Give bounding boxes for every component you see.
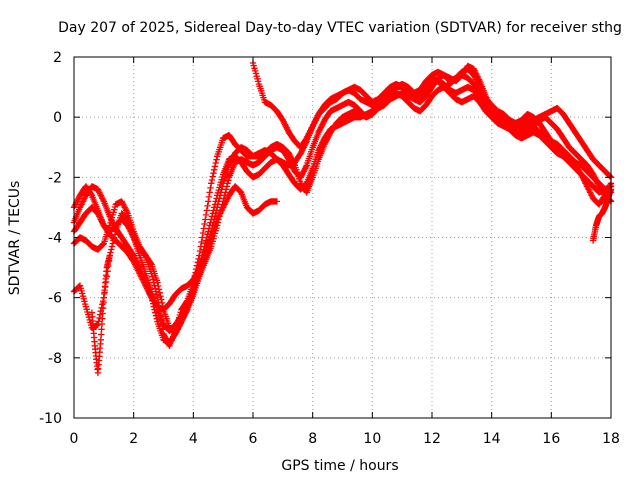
x-tick-label: 18 [602,431,620,447]
axis-ticks [73,56,612,419]
series-day-2 [70,71,615,349]
chart-title: Day 207 of 2025, Sidereal Day-to-day VTE… [58,20,622,36]
y-tick-label: -4 [48,231,62,247]
x-tick-label: 2 [129,431,138,447]
y-tick-label: 2 [53,50,62,66]
x-tick-label: 4 [189,431,198,447]
grid-lines [74,57,611,418]
data-point-markers [70,71,615,349]
data-point-markers [88,252,113,377]
y-tick-label: -8 [48,351,62,367]
data-series-group [70,59,615,377]
x-tick-label: 8 [308,431,317,447]
x-axis-label: GPS time / hours [281,458,398,474]
x-tick-label: 10 [363,431,381,447]
x-tick-label: 16 [542,431,560,447]
series-day-7 [589,186,615,244]
y-tick-label: 0 [53,110,62,126]
y-tick-label: -10 [39,411,62,427]
x-tick-label: 6 [249,431,258,447]
x-tick-label: 14 [483,431,501,447]
y-axis-label: SDTVAR / TECUs [7,181,23,296]
x-tick-label: 12 [423,431,441,447]
y-tick-label: -2 [48,170,62,186]
x-tick-label: 0 [70,431,79,447]
series-day-8 [88,252,113,377]
y-tick-label: -6 [48,291,62,307]
y-tick-labels: -10 -8 -6 -4 -2 0 2 [39,50,62,427]
x-tick-labels: 0 2 4 6 8 10 12 14 16 18 [70,431,620,447]
data-point-markers [589,186,615,244]
